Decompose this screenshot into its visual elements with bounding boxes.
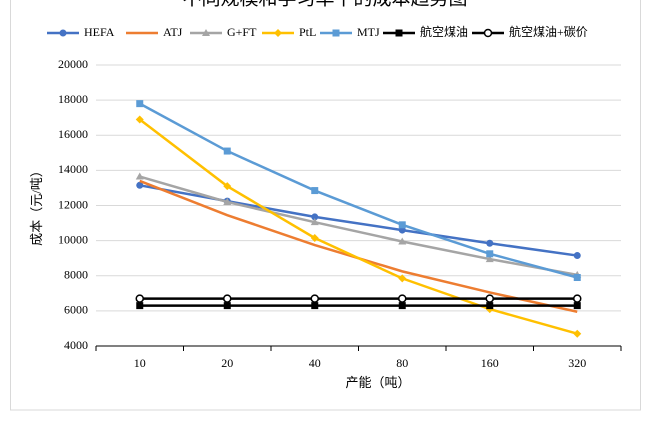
- y-tick-label: 14000: [58, 162, 88, 176]
- y-tick-label: 12000: [58, 197, 88, 211]
- marker: [485, 255, 494, 263]
- series-line: [139, 175, 578, 277]
- x-tick-label: 80: [396, 356, 408, 370]
- marker: [311, 302, 319, 310]
- marker: [310, 218, 319, 226]
- marker: [398, 237, 407, 245]
- marker: [573, 252, 581, 260]
- legend-label: 航空煤油+碳价: [509, 24, 588, 39]
- marker: [395, 29, 403, 37]
- marker: [135, 294, 144, 303]
- legend-label: MTJ: [357, 25, 380, 39]
- marker: [223, 147, 231, 155]
- marker: [223, 197, 232, 205]
- marker: [483, 28, 493, 38]
- x-tick-label: 20: [221, 356, 233, 370]
- marker: [573, 302, 581, 310]
- x-tick-label: 320: [568, 356, 586, 370]
- marker: [485, 294, 494, 303]
- marker: [573, 274, 581, 282]
- x-tick-label: 160: [481, 356, 499, 370]
- y-tick-label: 20000: [58, 57, 88, 71]
- marker: [398, 221, 406, 229]
- marker: [223, 302, 231, 310]
- x-axis-label: 产能（吨）: [345, 375, 410, 390]
- marker: [274, 29, 282, 37]
- marker: [486, 302, 494, 310]
- legend-label: G+FT: [227, 25, 257, 39]
- marker: [223, 182, 232, 191]
- y-axis-label: 成本（元/吨）: [29, 164, 44, 246]
- marker: [398, 226, 406, 234]
- y-tick-label: 10000: [58, 232, 88, 246]
- y-tick-label: 6000: [64, 303, 88, 317]
- marker: [573, 294, 582, 303]
- marker: [398, 294, 407, 303]
- marker: [136, 100, 144, 108]
- legend-label: ATJ: [163, 25, 183, 39]
- legend-label: HEFA: [84, 25, 115, 39]
- marker: [310, 294, 319, 303]
- marker: [202, 29, 210, 36]
- legend-label: PtL: [299, 25, 316, 39]
- series-line: [139, 102, 578, 279]
- marker: [59, 29, 67, 37]
- marker: [486, 250, 494, 258]
- marker: [398, 302, 406, 310]
- x-tick-label: 40: [309, 356, 321, 370]
- y-tick-label: 4000: [64, 338, 88, 352]
- y-tick-label: 16000: [58, 127, 88, 141]
- marker: [311, 187, 319, 195]
- marker: [135, 115, 144, 124]
- y-tick-label: 18000: [58, 92, 88, 106]
- marker: [223, 294, 232, 303]
- y-tick-label: 8000: [64, 268, 88, 282]
- marker: [136, 181, 144, 189]
- marker: [311, 213, 319, 221]
- x-tick-label: 10: [134, 356, 146, 370]
- marker: [136, 302, 144, 310]
- marker: [398, 274, 407, 283]
- marker: [573, 329, 582, 338]
- marker: [135, 172, 144, 180]
- marker: [310, 233, 319, 242]
- marker: [332, 29, 340, 37]
- series-line: [138, 118, 578, 335]
- legend-label: 航空煤油: [420, 24, 468, 39]
- chart-title: 不同规模和学习率下的成本趋势图: [182, 0, 467, 9]
- marker: [486, 239, 494, 247]
